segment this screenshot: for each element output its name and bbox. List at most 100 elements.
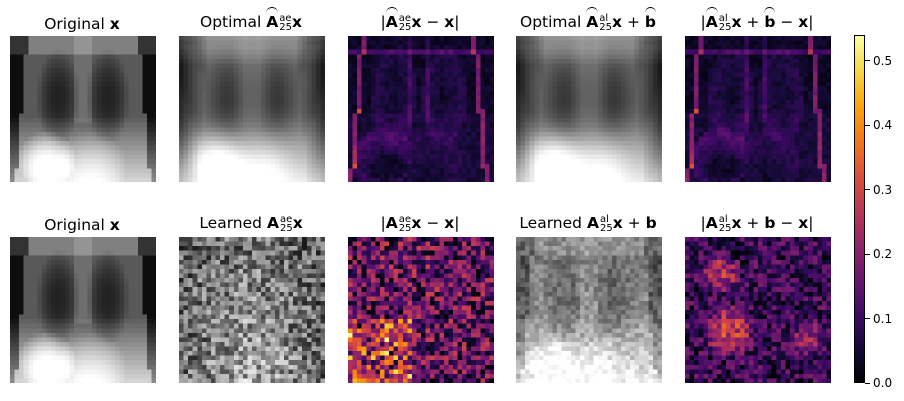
title-sub: 25 bbox=[718, 21, 732, 33]
image-error-map bbox=[348, 36, 494, 182]
title-math: A bbox=[705, 7, 718, 31]
title-math: x bbox=[444, 13, 455, 31]
title-math: + bbox=[746, 13, 760, 31]
colorbar-tick bbox=[865, 124, 870, 126]
title-sup: al bbox=[718, 12, 728, 24]
title-math: b bbox=[645, 214, 657, 232]
title-math: | bbox=[454, 13, 460, 31]
title-math: b bbox=[764, 7, 776, 31]
panel-learned-ae bbox=[179, 237, 325, 383]
colorbar-tick bbox=[865, 60, 870, 62]
title-sub: 25 bbox=[279, 222, 293, 234]
title-sub: 25 bbox=[398, 21, 412, 33]
title-error-learned-al: |A al 25 x + b − x| bbox=[672, 213, 842, 233]
panel-error-learned-al bbox=[685, 237, 831, 383]
colorbar-tick bbox=[865, 189, 870, 191]
title-sub: 25 bbox=[398, 222, 412, 234]
image-optimal-ae-reconstruction bbox=[179, 36, 325, 182]
colorbar-tick bbox=[865, 253, 870, 255]
title-math: − bbox=[426, 13, 440, 31]
title-original-x-top: Original x bbox=[0, 14, 167, 34]
title-sup: ae bbox=[398, 213, 411, 225]
colorbar-tick bbox=[865, 382, 870, 384]
image-error-map bbox=[685, 36, 831, 182]
title-sup: ae bbox=[279, 12, 292, 24]
panel-optimal-al bbox=[516, 36, 662, 182]
title-math: | bbox=[454, 214, 460, 232]
panel-learned-al bbox=[516, 237, 662, 383]
title-sup: ae bbox=[279, 213, 293, 225]
title-math: x bbox=[109, 216, 120, 234]
title-math: | bbox=[700, 13, 706, 31]
title-word: Optimal bbox=[200, 13, 262, 31]
title-math: A bbox=[266, 7, 279, 31]
panel-optimal-ae bbox=[179, 36, 325, 182]
title-sub: 25 bbox=[599, 21, 612, 33]
image-xray-original bbox=[10, 36, 156, 182]
title-math: x bbox=[109, 15, 120, 33]
title-original-x-bottom: Original x bbox=[0, 215, 167, 235]
title-math: A bbox=[385, 7, 398, 31]
title-error-optimal-ae: |A ae 25 x − x| bbox=[335, 7, 505, 33]
title-math: b bbox=[764, 214, 776, 232]
title-math: x bbox=[731, 13, 742, 31]
title-math: A bbox=[705, 214, 718, 232]
image-xray-original bbox=[10, 237, 156, 383]
title-math: | bbox=[808, 13, 814, 31]
title-sub: 25 bbox=[599, 222, 613, 234]
image-learned-ae-reconstruction bbox=[179, 237, 325, 383]
title-word: Original bbox=[44, 216, 105, 234]
image-optimal-al-reconstruction bbox=[516, 36, 662, 182]
title-math: + bbox=[627, 214, 641, 232]
title-word: Learned bbox=[199, 214, 263, 232]
title-math: x bbox=[292, 214, 303, 232]
title-math: − bbox=[426, 214, 440, 232]
image-learned-al-reconstruction bbox=[516, 237, 662, 383]
title-math: x bbox=[292, 13, 302, 31]
title-math: x bbox=[798, 214, 809, 232]
title-math: A bbox=[586, 214, 599, 232]
colorbar-tick-label: 0.5 bbox=[873, 53, 893, 68]
title-math: A bbox=[586, 7, 599, 31]
title-math: x bbox=[411, 13, 422, 31]
title-math: | bbox=[808, 214, 814, 232]
title-math: x bbox=[731, 214, 742, 232]
title-word: Learned bbox=[519, 214, 583, 232]
colorbar-tick-label: 0.4 bbox=[873, 118, 893, 133]
colorbar-tick-label: 0.3 bbox=[873, 182, 893, 197]
title-math: x bbox=[444, 214, 455, 232]
panel-original-bottom bbox=[10, 237, 156, 383]
title-math: b bbox=[644, 7, 657, 31]
title-math: A bbox=[385, 214, 398, 232]
panel-error-optimal-al bbox=[685, 36, 831, 182]
title-word: Original bbox=[44, 15, 105, 33]
title-sup: al bbox=[599, 12, 609, 24]
panel-error-learned-ae bbox=[348, 237, 494, 383]
title-word: Optimal bbox=[520, 13, 582, 31]
panel-error-optimal-ae bbox=[348, 36, 494, 182]
title-math: − bbox=[780, 214, 794, 232]
title-sub: 25 bbox=[718, 222, 732, 234]
colorbar-tick-label: 0.0 bbox=[873, 376, 893, 390]
title-math: A bbox=[266, 214, 279, 232]
colorbar-tick-label: 0.1 bbox=[873, 311, 893, 326]
colorbar-tick bbox=[865, 318, 870, 320]
panel-original-top bbox=[10, 36, 156, 182]
title-math: + bbox=[746, 214, 760, 232]
title-math: | bbox=[380, 214, 386, 232]
title-error-learned-ae: |A ae 25 x − x| bbox=[335, 213, 505, 233]
title-math: − bbox=[780, 13, 794, 31]
title-error-optimal-al: |A al 25 x + b − x| bbox=[672, 7, 842, 33]
title-math: | bbox=[700, 214, 706, 232]
image-error-map bbox=[685, 237, 831, 383]
title-sup: ae bbox=[398, 12, 411, 24]
title-math: x bbox=[411, 214, 422, 232]
title-math: | bbox=[380, 13, 386, 31]
title-math: x bbox=[612, 214, 623, 232]
title-sup: al bbox=[599, 213, 609, 225]
